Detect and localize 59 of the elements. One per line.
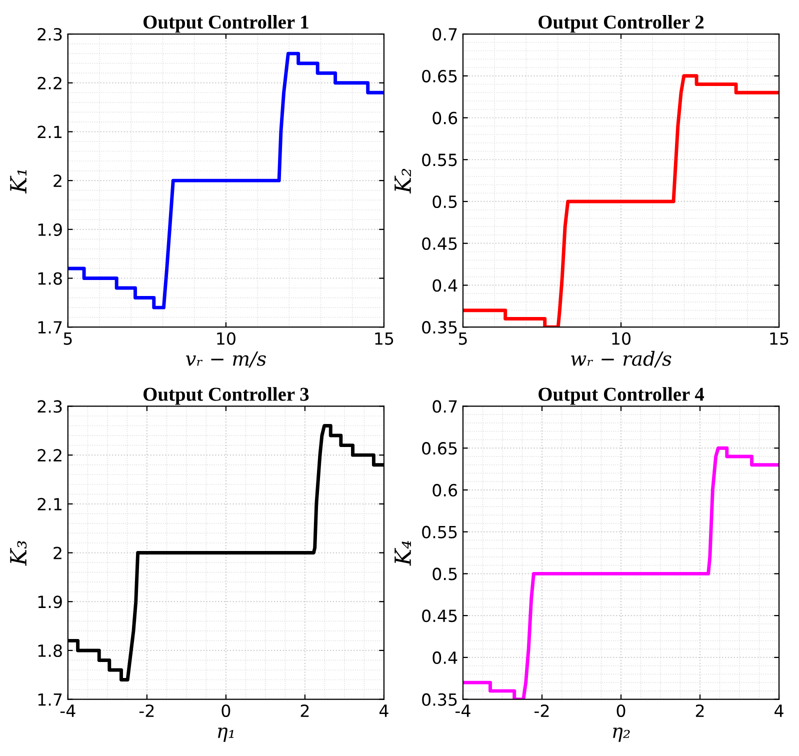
x-tick-label: 4 xyxy=(774,704,784,717)
x-axis-title: η₁ xyxy=(218,727,234,742)
y-tick-label: 1.8 xyxy=(38,644,62,658)
x-tick-label: 0 xyxy=(616,704,626,718)
y-tick-label: 0.7 xyxy=(432,400,457,413)
y-tick-label: 1.8 xyxy=(38,272,62,285)
y-tick-label: 0.4 xyxy=(432,279,458,292)
x-axis-title: wᵣ − rad/s xyxy=(571,350,672,368)
chart-title: Output Controller 1 xyxy=(144,14,308,33)
x-tick-label: 5 xyxy=(64,332,72,345)
y-tick-label: 1.7 xyxy=(38,321,62,334)
y-tick-label: 0.35 xyxy=(422,693,457,706)
x-tick-label: 4 xyxy=(379,704,388,717)
x-tick-label: 15 xyxy=(770,332,788,345)
x-tick-label: -2 xyxy=(139,704,154,717)
y-tick-label: 0.7 xyxy=(432,28,457,41)
y-tick-label: 0.35 xyxy=(422,321,457,334)
x-tick-label: 0 xyxy=(222,704,230,718)
y-tick-label: 0.6 xyxy=(432,484,458,497)
x-tick-label: 2 xyxy=(300,704,309,717)
x-tick-label: 2 xyxy=(696,704,704,717)
y-axis-title: K₁ xyxy=(10,170,26,194)
y-tick-label: 1.7 xyxy=(38,693,62,706)
x-tick-label: 15 xyxy=(375,332,394,345)
y-axis-title: K₄ xyxy=(394,540,411,566)
y-tick-label: 2.2 xyxy=(38,449,62,462)
y-tick-label: 0.65 xyxy=(422,70,457,82)
y-tick-label: 0.5 xyxy=(432,195,457,208)
x-tick-label: -2 xyxy=(534,704,549,717)
y-tick-label: 0.55 xyxy=(422,154,457,166)
y-tick-label: 1.9 xyxy=(38,596,62,608)
x-tick-label: -4 xyxy=(60,704,76,717)
y-tick-label: 0.6 xyxy=(432,112,458,124)
y-tick-label: 2.3 xyxy=(38,28,62,41)
chart-title: Output Controller 4 xyxy=(538,387,704,405)
y-tick-label: 2 xyxy=(54,174,62,187)
y-tick-label: 0.4 xyxy=(432,651,458,664)
y-tick-label: 0.45 xyxy=(422,237,457,250)
y-tick-label: 2.2 xyxy=(38,76,62,90)
y-tick-label: 0.55 xyxy=(422,526,457,538)
y-tick-label: 2.1 xyxy=(38,498,62,510)
y-tick-label: 0.65 xyxy=(422,442,457,455)
y-tick-label: 1.9 xyxy=(38,223,62,236)
chart-title: Output Controller 2 xyxy=(538,14,704,33)
y-tick-label: 2.3 xyxy=(38,400,62,413)
x-tick-label: 10 xyxy=(217,332,236,345)
y-tick-label: 0.5 xyxy=(432,568,457,580)
x-tick-label: 5 xyxy=(458,332,467,345)
x-tick-label: 10 xyxy=(612,332,630,345)
x-axis-title: η₂ xyxy=(613,727,630,742)
y-axis-title: K₂ xyxy=(394,168,411,194)
chart-title: Output Controller 3 xyxy=(144,387,309,405)
x-tick-label: -4 xyxy=(455,704,470,717)
line-series xyxy=(68,52,384,310)
x-axis-title: vᵣ − m/s xyxy=(186,351,266,368)
y-tick-label: 0.45 xyxy=(422,610,457,622)
y-tick-label: 2 xyxy=(54,546,62,560)
y-tick-label: 2.1 xyxy=(38,126,62,138)
y-axis-title: K₃ xyxy=(10,541,27,566)
